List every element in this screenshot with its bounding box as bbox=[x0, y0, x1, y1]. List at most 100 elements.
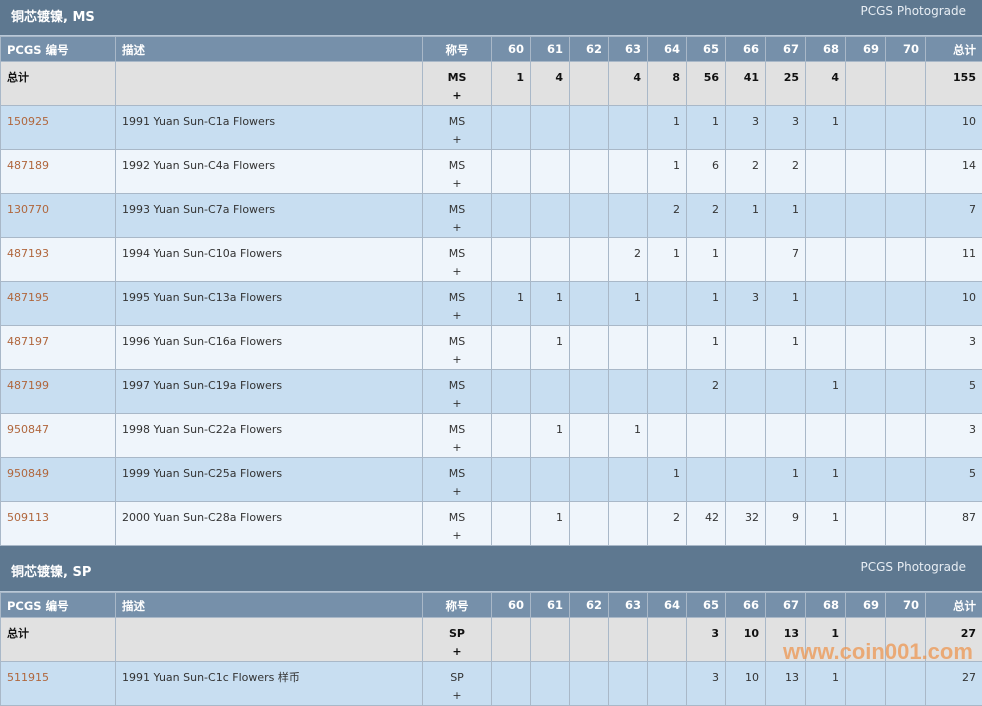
grade-count bbox=[492, 150, 531, 194]
grade-count bbox=[570, 238, 609, 282]
grade-count bbox=[886, 502, 926, 546]
grade-count bbox=[806, 282, 846, 326]
grade-count bbox=[492, 414, 531, 458]
col-grade-70: 70 bbox=[886, 593, 926, 618]
designation-cell: MS+ bbox=[423, 150, 492, 194]
designation: MS bbox=[449, 291, 465, 304]
designation: MS bbox=[449, 159, 465, 172]
description: 1999 Yuan Sun-C25a Flowers bbox=[116, 458, 423, 502]
col-designation: 称号 bbox=[423, 593, 492, 618]
pcgs-number-link[interactable]: 150925 bbox=[7, 115, 49, 128]
pcgs-number-link[interactable]: 487195 bbox=[7, 291, 49, 304]
plus-designation: + bbox=[452, 309, 461, 322]
photograde-link[interactable]: PCGS Photograde bbox=[861, 560, 966, 574]
pcgs-number-cell: 487197 bbox=[1, 326, 116, 370]
description: 1998 Yuan Sun-C22a Flowers bbox=[116, 414, 423, 458]
grade-count bbox=[886, 618, 926, 662]
grade-count bbox=[609, 150, 648, 194]
total-count: 7 bbox=[926, 194, 982, 238]
grade-count bbox=[806, 194, 846, 238]
col-grade-66: 66 bbox=[726, 37, 766, 62]
total-count: 10 bbox=[926, 282, 982, 326]
col-grade-68: 68 bbox=[806, 593, 846, 618]
total-count: 27 bbox=[926, 618, 982, 662]
grade-count bbox=[492, 370, 531, 414]
pcgs-number-link[interactable]: 130770 bbox=[7, 203, 49, 216]
designation-cell: MS+ bbox=[423, 370, 492, 414]
pcgs-number-link[interactable]: 950849 bbox=[7, 467, 49, 480]
grade-count bbox=[726, 238, 766, 282]
col-grade-61: 61 bbox=[531, 37, 570, 62]
total-count: 3 bbox=[926, 414, 982, 458]
pcgs-number-link[interactable]: 511915 bbox=[7, 671, 49, 684]
section-header: 铜芯镀镍, MS PCGS Photograde bbox=[0, 0, 982, 36]
col-grade-68: 68 bbox=[806, 37, 846, 62]
grade-count bbox=[886, 370, 926, 414]
total-count: 14 bbox=[926, 150, 982, 194]
col-grade-69: 69 bbox=[846, 37, 886, 62]
grade-count: 41 bbox=[726, 62, 766, 106]
grade-count bbox=[886, 414, 926, 458]
grade-count: 3 bbox=[687, 662, 726, 706]
grade-count bbox=[609, 370, 648, 414]
description: 1997 Yuan Sun-C19a Flowers bbox=[116, 370, 423, 414]
section-title: 铜芯镀镍, SP bbox=[11, 561, 91, 580]
col-grade-70: 70 bbox=[886, 37, 926, 62]
grade-count: 1 bbox=[492, 282, 531, 326]
grade-count bbox=[886, 194, 926, 238]
plus-designation: + bbox=[452, 89, 461, 102]
pcgs-number-link[interactable]: 487199 bbox=[7, 379, 49, 392]
grade-count: 1 bbox=[648, 106, 687, 150]
grade-count bbox=[531, 238, 570, 282]
col-grade-67: 67 bbox=[766, 37, 806, 62]
grade-count bbox=[570, 150, 609, 194]
pcgs-number-link[interactable]: 487193 bbox=[7, 247, 49, 260]
grade-count bbox=[806, 414, 846, 458]
grade-count bbox=[609, 662, 648, 706]
pcgs-number-cell: 130770 bbox=[1, 194, 116, 238]
total-count: 11 bbox=[926, 238, 982, 282]
grade-count bbox=[531, 662, 570, 706]
grade-count: 4 bbox=[806, 62, 846, 106]
grade-count bbox=[531, 618, 570, 662]
grade-count bbox=[806, 326, 846, 370]
grade-count: 1 bbox=[806, 458, 846, 502]
grade-count bbox=[726, 458, 766, 502]
pcgs-number-link[interactable]: 509113 bbox=[7, 511, 49, 524]
photograde-link[interactable]: PCGS Photograde bbox=[861, 4, 966, 18]
total-count: 5 bbox=[926, 458, 982, 502]
designation: MS bbox=[449, 423, 465, 436]
grade-count: 1 bbox=[766, 194, 806, 238]
grade-count bbox=[846, 502, 886, 546]
grade-count bbox=[726, 370, 766, 414]
grade-count: 42 bbox=[687, 502, 726, 546]
grade-count bbox=[570, 414, 609, 458]
grade-count bbox=[687, 458, 726, 502]
grade-count: 9 bbox=[766, 502, 806, 546]
grade-count bbox=[846, 194, 886, 238]
description: 1992 Yuan Sun-C4a Flowers bbox=[116, 150, 423, 194]
designation-cell: MS+ bbox=[423, 194, 492, 238]
grade-count: 1 bbox=[648, 150, 687, 194]
grade-count: 25 bbox=[766, 62, 806, 106]
section-ms: 铜芯镀镍, MS PCGS Photograde PCGS 编号 描述 称号 6… bbox=[0, 0, 982, 546]
grade-count: 1 bbox=[531, 282, 570, 326]
col-grade-64: 64 bbox=[648, 37, 687, 62]
grade-count bbox=[609, 618, 648, 662]
grade-count bbox=[492, 502, 531, 546]
pcgs-number-cell: 950847 bbox=[1, 414, 116, 458]
grade-count: 1 bbox=[687, 326, 726, 370]
grade-count bbox=[648, 414, 687, 458]
grade-count bbox=[492, 106, 531, 150]
pcgs-number-link[interactable]: 950847 bbox=[7, 423, 49, 436]
pcgs-number-link[interactable]: 487189 bbox=[7, 159, 49, 172]
plus-designation: + bbox=[452, 133, 461, 146]
pcgs-number-link[interactable]: 487197 bbox=[7, 335, 49, 348]
description: 1995 Yuan Sun-C13a Flowers bbox=[116, 282, 423, 326]
grade-count bbox=[886, 326, 926, 370]
